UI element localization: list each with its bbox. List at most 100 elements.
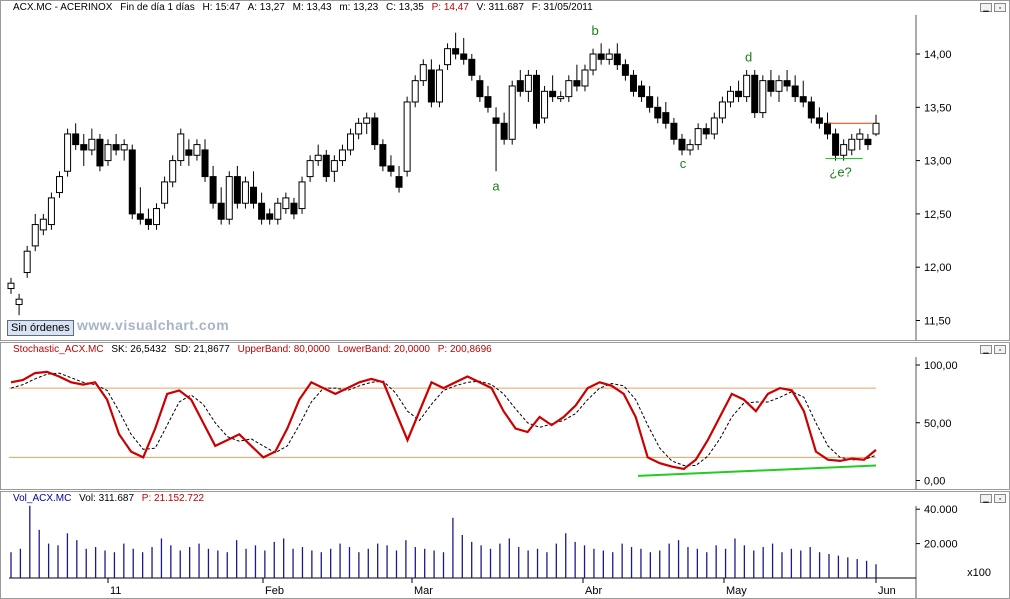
stoch-window-buttons: ▁ ▫ [980, 345, 1006, 354]
candle-body [411, 80, 419, 103]
candle-body [726, 90, 734, 103]
candle-body [460, 53, 468, 60]
candle-body [654, 106, 662, 119]
volume-label: V: 311.687 [476, 2, 524, 13]
candle-body [662, 112, 670, 124]
candle-body [136, 213, 144, 220]
candle-body [250, 186, 258, 204]
max-label: M: 13,43 [292, 2, 332, 13]
candle-body [314, 154, 322, 162]
vol-name: Vol_ACX.MC [13, 493, 72, 504]
candle-body [444, 48, 452, 66]
candle-body [864, 138, 872, 146]
candle-body [169, 160, 177, 183]
vol-scale-label: x100 [967, 567, 991, 579]
vol-window-buttons: ▁ ▫ [980, 494, 1006, 503]
candle-body [541, 90, 549, 119]
maximize-icon[interactable]: ▫ [994, 494, 1006, 503]
minimize-icon[interactable]: ▁ [980, 3, 992, 12]
stoch-tick-label: 50,00 [924, 418, 952, 430]
candle-body [694, 128, 702, 146]
candle-body [484, 96, 492, 108]
candle-body [233, 176, 241, 204]
candle-body [670, 122, 678, 140]
candle-body [15, 298, 23, 306]
candle-body [153, 208, 161, 226]
orders-button[interactable]: Sin órdenes [7, 320, 74, 336]
candle-body [427, 69, 435, 103]
vol-value: Vol: 311.687 [79, 493, 135, 504]
candle-body [23, 250, 31, 274]
minimize-icon[interactable]: ▁ [980, 494, 992, 503]
x-tick-label: May [726, 585, 747, 597]
price-tick-label: 11,50 [924, 316, 951, 328]
candle-body [387, 165, 395, 172]
stoch-sk: SK: 26,5432 [111, 344, 167, 355]
candle-body [532, 74, 540, 124]
open-label: A: 13,27 [247, 2, 285, 13]
time-label: H: 15:47 [202, 2, 241, 13]
wave-label: a [492, 178, 500, 193]
maximize-icon[interactable]: ▫ [994, 345, 1006, 354]
candle-body [557, 96, 565, 100]
candle-body [419, 64, 427, 82]
candle-body [31, 224, 39, 247]
candle-body [823, 122, 831, 135]
stochastic-chart[interactable]: 100,00 50,00 0,00 [1, 343, 1009, 489]
candle-body [290, 202, 298, 215]
candle-body [241, 181, 249, 204]
candle-body [177, 133, 185, 162]
candle-body [492, 117, 500, 124]
volume-chart[interactable]: 40.000 20.000 x100 11 Feb Mar Abr May Jun [1, 492, 1009, 598]
candle-body [775, 80, 783, 92]
min-label: m: 13,23 [339, 2, 379, 13]
stoch-sk-line [10, 370, 877, 471]
candle-body [702, 128, 710, 135]
minimize-icon[interactable]: ▁ [980, 345, 992, 354]
candle-body [298, 181, 306, 210]
candle-body [338, 149, 346, 162]
vol-tick-label: 40.000 [924, 504, 958, 516]
stoch-sd: SD: 21,8677 [174, 344, 230, 355]
price-chart[interactable]: 14,00 13,50 13,00 12,50 12,00 11,50 a b c d ¿e? [1, 1, 1009, 340]
price-header: ACX.MC - ACERINOX Fin de día 1 días H: 1… [1, 1, 1009, 15]
p-label: P: 14,47 [431, 2, 469, 13]
candle-body [96, 138, 104, 167]
candle-body [678, 138, 686, 151]
candle-body [686, 144, 694, 151]
candle-body [217, 202, 225, 220]
candle-body [791, 85, 799, 98]
date-label: F: 31/05/2011 [531, 2, 593, 13]
candle-body [638, 85, 646, 98]
candle-body [807, 101, 815, 119]
candle-body [613, 53, 621, 66]
maximize-icon[interactable]: ▫ [994, 3, 1006, 12]
candle-body [848, 138, 856, 151]
candle-body [80, 144, 88, 151]
candle-body [759, 80, 767, 114]
stochastic-pane: Stochastic_ACX.MC SK: 26,5432 SD: 21,867… [0, 342, 1010, 490]
candle-body [347, 133, 355, 151]
candle-body [306, 160, 314, 178]
wave-label: ¿e? [829, 165, 851, 180]
candle-body [322, 154, 330, 178]
candle-body [565, 80, 573, 98]
candle-body [872, 122, 880, 135]
candle-body [120, 144, 128, 151]
candle-body [282, 197, 290, 210]
candle-body [815, 117, 823, 124]
candle-body [225, 176, 233, 220]
candle-body [193, 144, 201, 156]
candle-body [56, 176, 64, 194]
candle-body [621, 64, 629, 76]
candle-body [201, 149, 209, 178]
candle-body [112, 144, 120, 151]
candle-body [524, 74, 532, 92]
stoch-p: P: 200,8696 [437, 344, 492, 355]
price-tick-label: 12,50 [924, 209, 952, 221]
x-tick-label: Feb [265, 585, 284, 597]
candle-body [508, 85, 516, 140]
candle-body [646, 96, 654, 108]
candle-body [7, 282, 15, 290]
candle-body [832, 133, 840, 156]
